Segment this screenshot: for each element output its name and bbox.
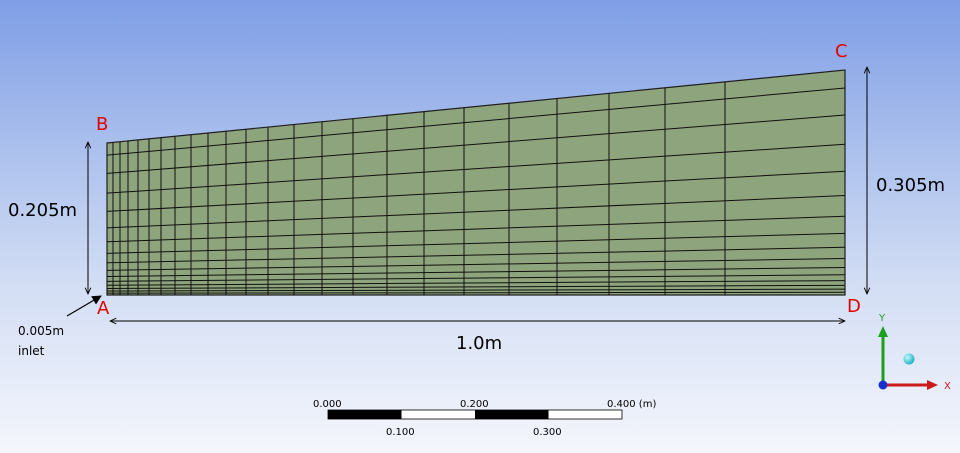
mesh-horizontal-line [106,143,846,194]
corner-label-a: A [97,298,110,319]
scale-tick-top-0: 0.000 [313,399,342,410]
y-axis-arrowhead [878,326,888,337]
x-axis-label: X [944,381,951,392]
x-axis-arrowhead [927,380,938,390]
scale-tick-bottom-0: 0.100 [386,427,415,438]
scale-tick-top-1: 0.200 [460,399,489,410]
mesh-horizontal-line [106,87,846,156]
left-height-label: 0.205m [8,200,77,221]
scale-bar-segment-3 [475,410,549,419]
mesh-horizontal-line [106,246,846,264]
mesh-horizontal-line [106,258,846,271]
scale-bar: 0.000 0.200 0.400 (m) 0.100 0.300 [313,399,656,438]
mesh-fill [106,69,846,296]
mesh-horizontal-line [106,170,846,212]
inlet-pointer-arrow [66,295,102,317]
mesh-horizontal-line [106,291,846,294]
corner-label-c: C [835,41,848,62]
mesh-horizontal-line [106,215,846,243]
length-label: 1.0m [456,333,502,354]
z-axis-point [878,380,888,390]
mesh-horizontal-lines [106,87,846,294]
mesh-horizontal-line [106,267,846,277]
mesh-vertical-lines [112,81,726,295]
y-axis-label: Y [878,313,886,324]
mesh-horizontal-line [106,114,846,174]
mesh-horizontal-line [106,280,846,286]
mesh-horizontal-line [106,284,846,289]
corner-label-b: B [96,114,108,135]
scale-tick-top-2: 0.400 (m) [607,399,656,410]
inlet-size-label: 0.005m [18,324,64,338]
scale-bar-segment-1 [328,410,402,419]
right-height-label: 0.305m [876,175,945,196]
mesh-horizontal-line [106,274,846,282]
isometric-view-ball[interactable] [903,353,915,365]
mesh-horizontal-line [106,288,846,292]
inlet-label: inlet [18,344,45,358]
axis-triad[interactable]: Y X [878,313,951,392]
corner-label-d: D [847,296,861,317]
mesh-domain [106,69,846,296]
mesh-horizontal-line [106,195,846,229]
mesh-horizontal-line [106,232,846,254]
scale-tick-bottom-1: 0.300 [533,427,562,438]
